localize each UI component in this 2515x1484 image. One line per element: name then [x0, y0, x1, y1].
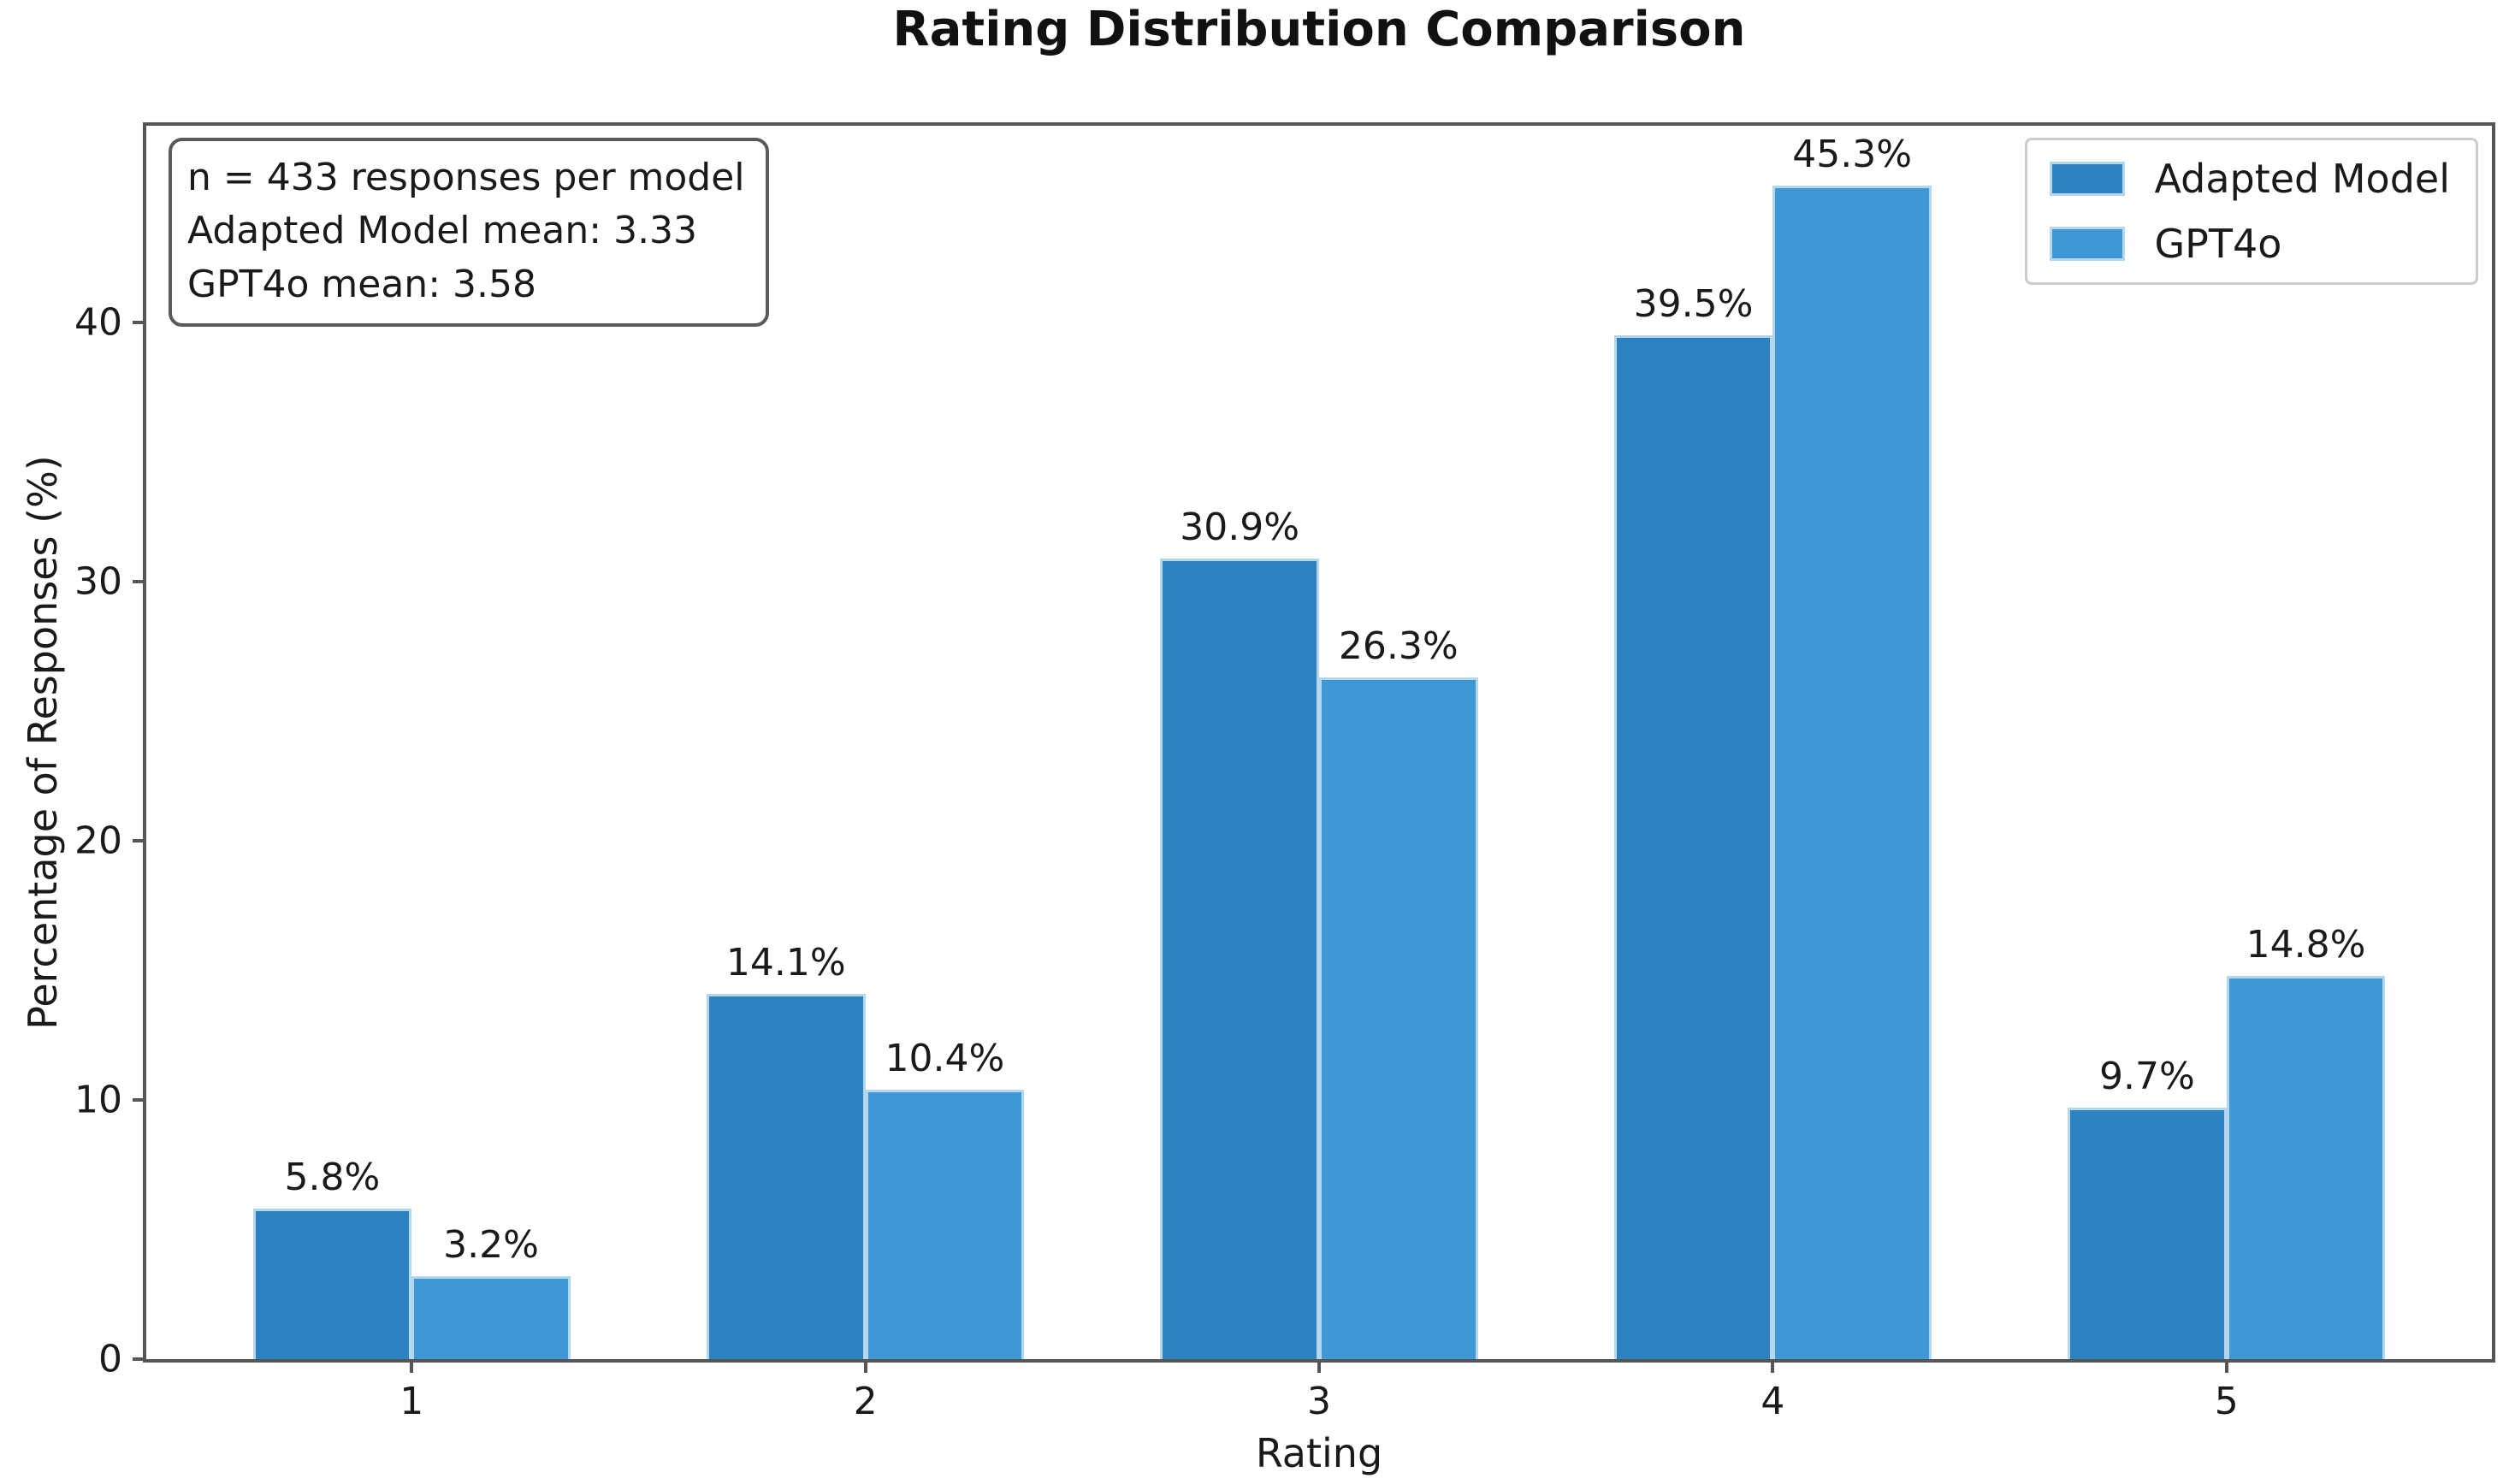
x-tick-label: 2 [853, 1380, 878, 1423]
bar-value-label: 45.3% [1792, 132, 1913, 176]
legend-swatch-adapted-model [2050, 162, 2126, 196]
bar-value-label: 3.2% [443, 1223, 539, 1268]
bar-value-label: 14.8% [2246, 922, 2366, 967]
bar-value-label: 30.9% [1180, 505, 1300, 549]
y-tick-mark [133, 321, 146, 325]
bar-adapted-model [252, 1209, 412, 1359]
x-tick-mark [1771, 1359, 1775, 1373]
x-tick-mark [1317, 1359, 1321, 1373]
x-tick-label: 4 [1760, 1380, 1785, 1423]
x-tick-label: 5 [2214, 1380, 2239, 1423]
y-tick-label: 20 [74, 819, 122, 863]
legend-entry-gpt4o: GPT4o [2050, 221, 2450, 267]
legend-label-gpt4o: GPT4o [2154, 221, 2282, 267]
y-tick-label: 0 [98, 1337, 122, 1381]
x-tick-mark [863, 1359, 867, 1373]
x-axis-label: Rating [1255, 1430, 1383, 1476]
y-tick-mark [133, 1357, 146, 1361]
bar-adapted-model [1613, 335, 1773, 1359]
chart-title: Rating Distribution Comparison [892, 2, 1746, 57]
y-tick-label: 30 [74, 559, 122, 604]
plot-area: n = 433 responses per model Adapted Mode… [74, 122, 2495, 1423]
y-axis-label: Percentage of Responses (%) [20, 455, 66, 1030]
stats-annotation-box: n = 433 responses per model Adapted Mode… [169, 138, 769, 328]
bar-adapted-model [2068, 1108, 2227, 1359]
bar-adapted-model [1160, 558, 1319, 1359]
y-tick-mark [133, 1098, 146, 1103]
bar-value-label: 10.4% [885, 1036, 1005, 1080]
y-tick-label: 40 [74, 300, 122, 345]
bar-gpt4o [2226, 975, 2386, 1359]
bar-gpt4o [1772, 185, 1932, 1359]
legend-label-adapted-model: Adapted Model [2154, 156, 2450, 202]
bar-value-label: 26.3% [1338, 624, 1459, 669]
annotation-line-adapted-mean: Adapted Model mean: 3.33 [187, 209, 698, 253]
y-tick-label: 10 [74, 1078, 122, 1122]
legend-swatch-gpt4o [2050, 227, 2126, 261]
legend-entry-adapted-model: Adapted Model [2050, 156, 2450, 202]
bar-value-label: 39.5% [1633, 282, 1754, 327]
legend: Adapted Model GPT4o [2025, 138, 2478, 285]
bar-gpt4o [411, 1276, 571, 1359]
bar-gpt4o [1319, 677, 1478, 1359]
annotation-line-n: n = 433 responses per model [187, 156, 745, 199]
y-tick-mark [133, 839, 146, 843]
x-tick-mark [2224, 1359, 2228, 1373]
bar-gpt4o [865, 1089, 1025, 1359]
bar-value-label: 9.7% [2099, 1055, 2195, 1099]
annotation-line-gpt4o-mean: GPT4o mean: 3.58 [187, 262, 536, 306]
x-tick-label: 3 [1307, 1380, 1331, 1423]
bar-adapted-model [707, 993, 866, 1359]
x-tick-label: 1 [399, 1380, 424, 1423]
y-tick-mark [133, 580, 146, 584]
x-tick-mark [410, 1359, 414, 1373]
bar-value-label: 5.8% [284, 1156, 381, 1200]
bar-value-label: 14.1% [725, 940, 846, 984]
